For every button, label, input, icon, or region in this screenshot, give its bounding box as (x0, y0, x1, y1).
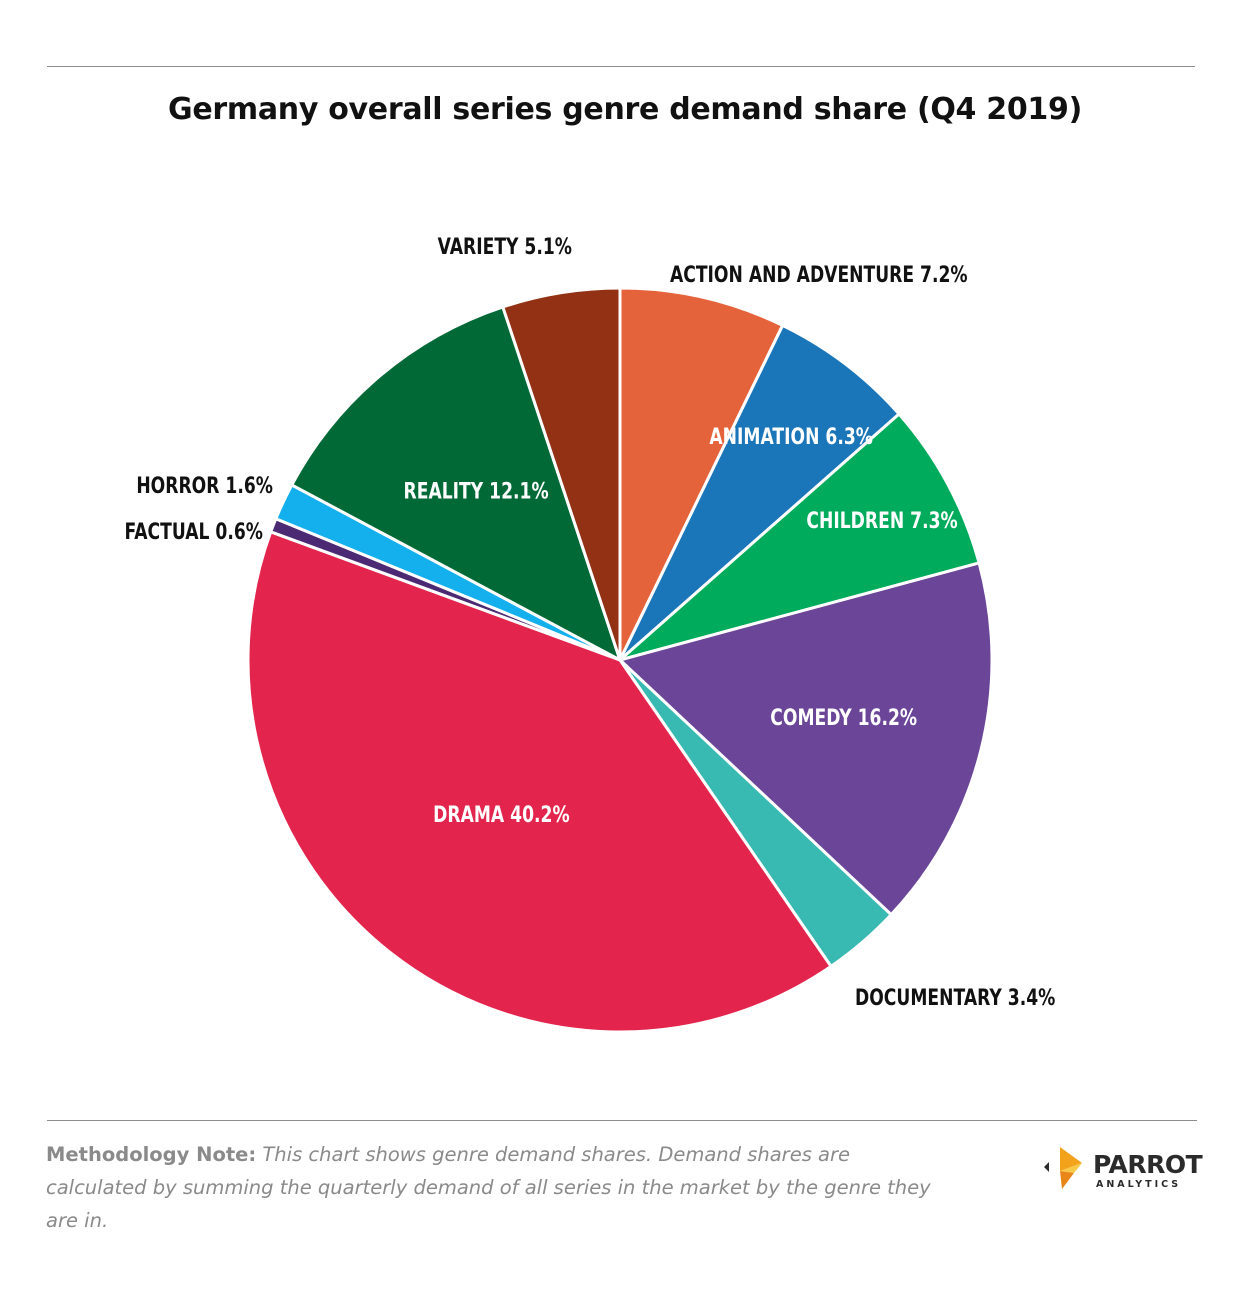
top-divider (47, 66, 1195, 67)
methodology-note-label: Methodology Note: (46, 1143, 257, 1166)
pie-label-comedy: COMEDY 16.2% (770, 705, 917, 731)
methodology-note-text: This chart shows genre demand shares. De… (46, 1143, 931, 1232)
chart-title: Germany overall series genre demand shar… (168, 92, 1082, 127)
pie-slices (246, 286, 994, 1034)
pie-label-drama: DRAMA 40.2% (433, 802, 570, 828)
pie-label-factual: FACTUAL 0.6% (125, 519, 264, 545)
pie-slice-children (618, 412, 981, 662)
pie-slice-drama (246, 530, 833, 1034)
pie-label-action-and-adventure: ACTION AND ADVENTURE 7.2% (670, 262, 968, 288)
pie-label-reality: REALITY 12.1% (404, 478, 549, 504)
pie-label-documentary: DOCUMENTARY 3.4% (855, 985, 1056, 1011)
logo-subtitle: ANALYTICS (1096, 1179, 1182, 1190)
logo-wordmark: PARROT (1093, 1150, 1203, 1179)
pie-label-horror: HORROR 1.6% (136, 473, 273, 499)
pie-slice-comedy (618, 561, 994, 917)
pie-slice-reality (290, 305, 622, 662)
pie-label-animation: ANIMATION 6.3% (709, 424, 873, 450)
parrot-logo-icon (1044, 1147, 1082, 1189)
pie-slice-action-and-adventure (618, 286, 785, 662)
pie-label-variety: VARIETY 5.1% (438, 234, 573, 260)
bottom-divider (47, 1120, 1197, 1121)
pie-slice-animation (618, 323, 901, 662)
methodology-note: Methodology Note: This chart shows genre… (46, 1138, 946, 1237)
parrot-analytics-logo: PARROT ANALYTICS (1040, 1143, 1203, 1195)
pie-labels: ACTION AND ADVENTURE 7.2% ANIMATION 6.3% C… (125, 234, 1056, 1011)
pie-label-children: CHILDREN 7.3% (806, 508, 958, 534)
pie-slice-variety (501, 286, 622, 662)
